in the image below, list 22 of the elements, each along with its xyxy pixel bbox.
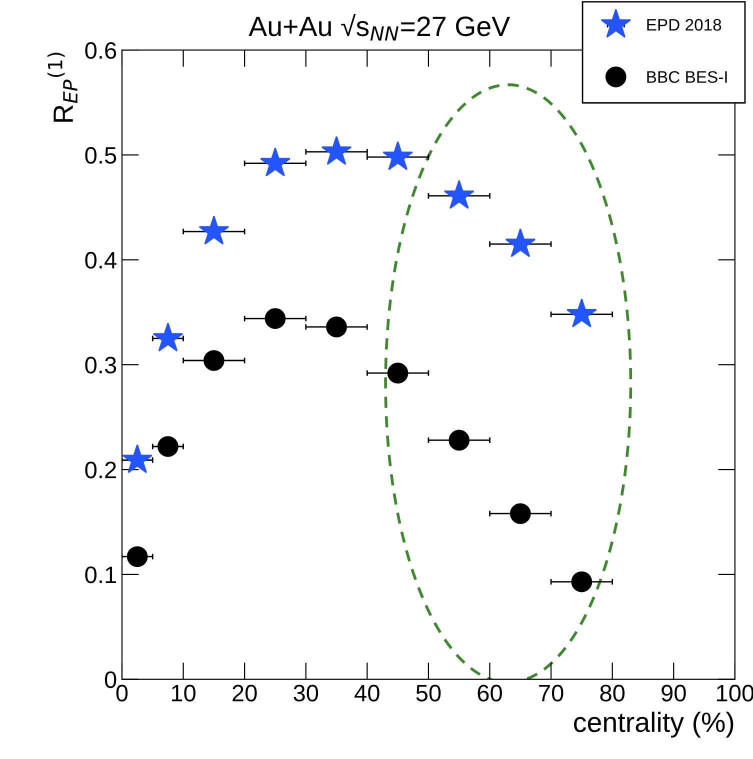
x-tick-label: 90 [662,684,686,702]
y-tick-label: 0.2 [85,462,116,478]
x-tick-label: 60 [478,684,502,702]
legend-label: EPD 2018 [647,18,722,31]
y-tick-label: 0.4 [85,252,116,269]
y-axis-title: R$_{EP}$$^{(1)}$ [47,52,78,122]
x-tick-label: 0 [116,684,128,702]
x-tick-label: 10 [172,684,196,702]
x-tick-label: 20 [232,684,257,702]
x-tick-label: 80 [600,684,625,702]
y-tick-label: 0.6 [85,42,116,59]
legend-label: BBC BES-I [647,71,727,83]
x-tick-label: 70 [539,684,564,702]
y-tick-label: 0 [104,671,116,688]
x-tick-label: 50 [416,684,441,702]
y-tick-label: 0.1 [85,566,116,584]
x-axis-title: centrality (%) [574,712,734,738]
y-tick-label: 0.5 [85,147,116,164]
y-tick-label: 0.3 [85,356,116,374]
x-tick-label: 40 [354,684,380,702]
chart-title: Au+Au √s$_{NN}$=27 GeV [248,14,510,41]
x-tick-label: 30 [294,684,318,702]
